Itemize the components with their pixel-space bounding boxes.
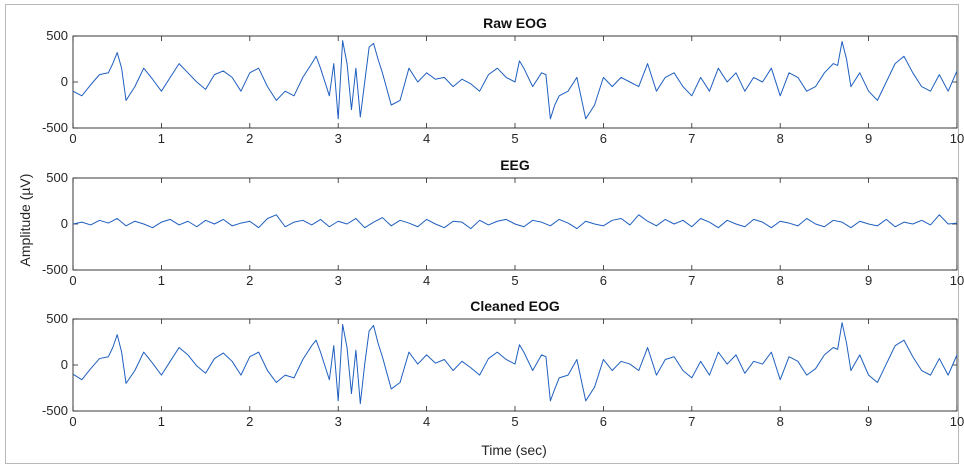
- x-tick-label: 9: [865, 414, 872, 429]
- y-tick-label: 0: [61, 357, 68, 372]
- x-tick-label: 6: [600, 131, 607, 146]
- x-tick-label: 3: [335, 131, 342, 146]
- x-tick-label: 2: [246, 131, 253, 146]
- x-tick-label: 6: [600, 273, 607, 288]
- chart-title: Cleaned EOG: [470, 298, 560, 314]
- chart-title: Raw EOG: [483, 15, 547, 31]
- x-tick-label: 5: [511, 273, 518, 288]
- x-tick-label: 2: [246, 273, 253, 288]
- y-tick-label: 0: [61, 74, 68, 89]
- x-tick-label: 5: [511, 414, 518, 429]
- x-tick-label: 9: [865, 273, 872, 288]
- chart-title: EEG: [500, 157, 530, 173]
- x-tick-label: 3: [335, 273, 342, 288]
- plot-area: [72, 318, 958, 412]
- x-tick-label: 0: [69, 273, 76, 288]
- signal-series-line: [72, 214, 958, 230]
- x-tick-label: 10: [950, 414, 964, 429]
- x-axis-label: Time (sec): [481, 442, 547, 458]
- x-tick-label: 8: [777, 273, 784, 288]
- x-tick-label: 8: [777, 131, 784, 146]
- x-tick-label: 4: [423, 131, 430, 146]
- x-tick-label: 6: [600, 414, 607, 429]
- x-tick-label: 1: [158, 273, 165, 288]
- y-tick-label: 0: [61, 216, 68, 231]
- x-tick-label: 7: [688, 273, 695, 288]
- x-tick-label: 1: [158, 414, 165, 429]
- x-tick-label: 1: [158, 131, 165, 146]
- y-tick-label: 500: [46, 28, 68, 43]
- x-tick-label: 5: [511, 131, 518, 146]
- x-tick-label: 2: [246, 414, 253, 429]
- x-tick-label: 4: [423, 414, 430, 429]
- x-tick-label: 4: [423, 273, 430, 288]
- y-tick-label: 500: [46, 170, 68, 185]
- figure-border: [5, 4, 959, 464]
- signal-series-line: [72, 322, 958, 405]
- signal-series-line: [72, 40, 958, 120]
- y-tick-label: -500: [42, 403, 68, 418]
- x-tick-label: 9: [865, 131, 872, 146]
- y-tick-label: -500: [42, 262, 68, 277]
- y-axis-label: Amplitude (µV): [17, 174, 33, 267]
- y-tick-label: -500: [42, 120, 68, 135]
- x-tick-label: 10: [950, 273, 964, 288]
- x-tick-label: 0: [69, 131, 76, 146]
- x-tick-label: 3: [335, 414, 342, 429]
- x-tick-label: 0: [69, 414, 76, 429]
- x-tick-label: 8: [777, 414, 784, 429]
- x-tick-label: 10: [950, 131, 964, 146]
- x-tick-label: 7: [688, 131, 695, 146]
- x-tick-label: 7: [688, 414, 695, 429]
- y-tick-label: 500: [46, 311, 68, 326]
